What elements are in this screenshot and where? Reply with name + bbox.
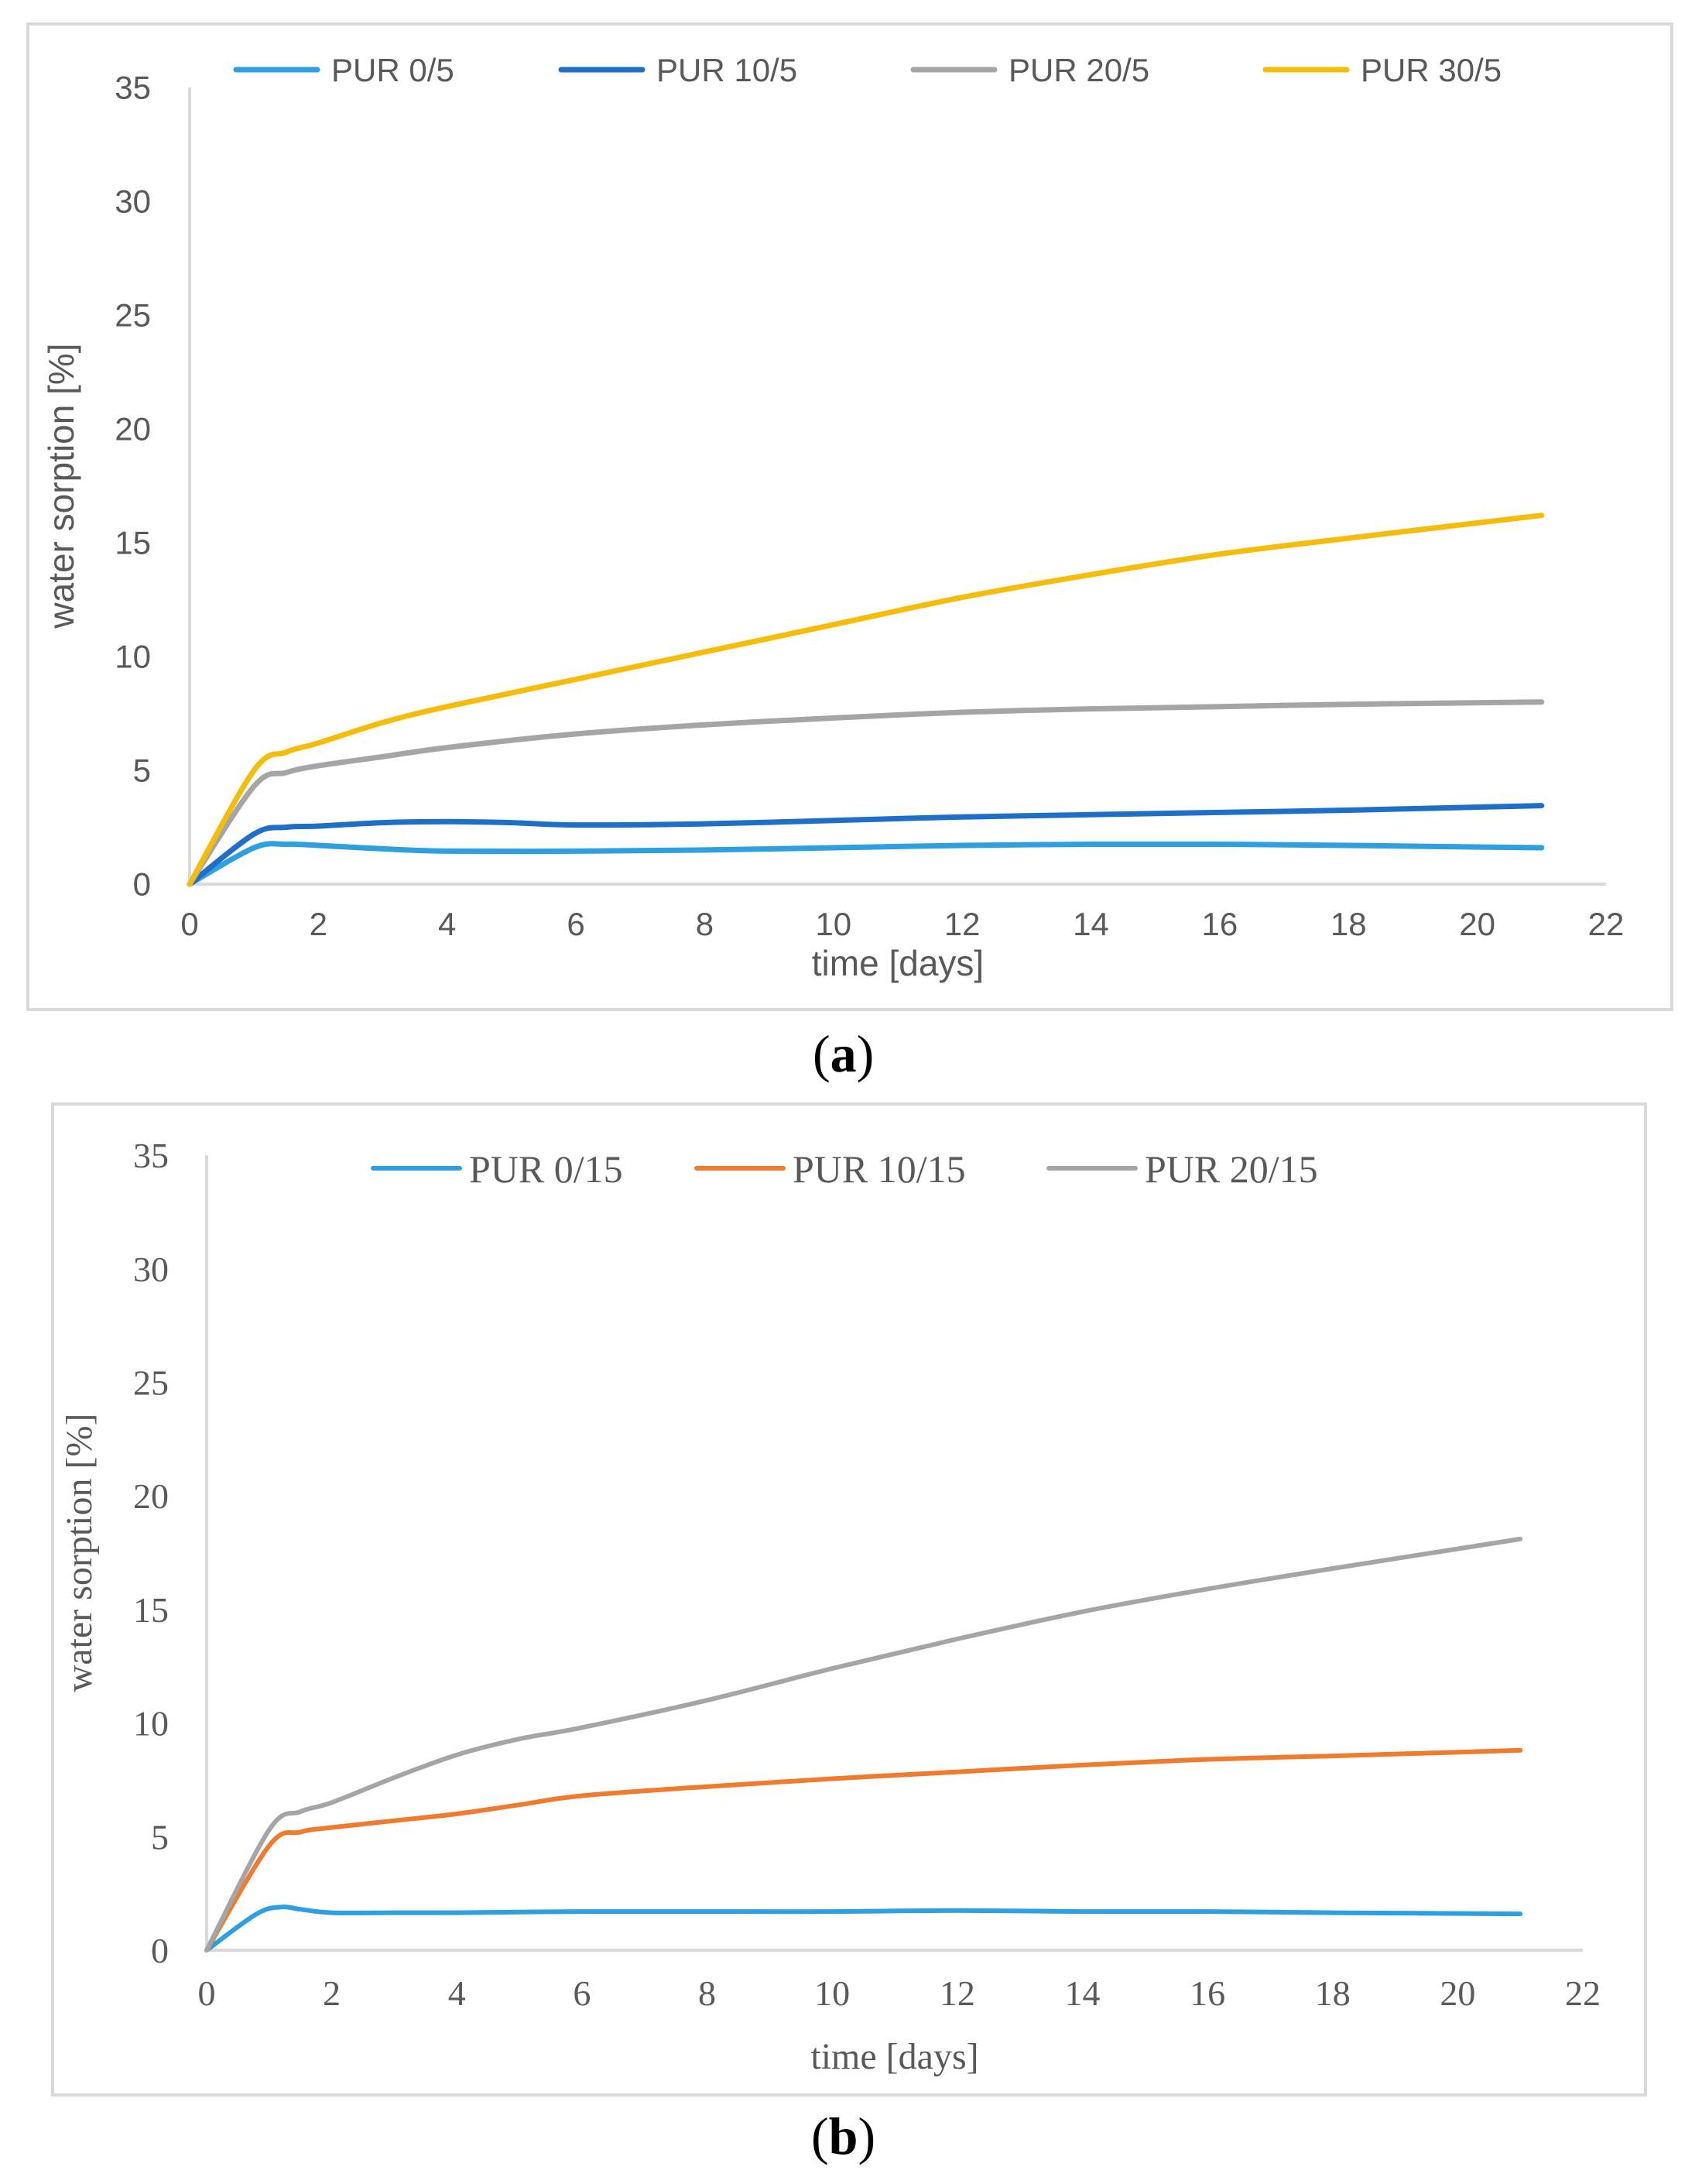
y-tick-label-b: 5 [151, 1817, 169, 1857]
caption-a-letter: a [830, 1024, 857, 1083]
x-tick-label-b: 14 [1064, 1973, 1100, 2013]
y-tick-label-a: 25 [115, 297, 151, 334]
caption-b: (b) [811, 2107, 876, 2165]
series-line-a-2 [187, 803, 1545, 887]
x-tick-label-b: 12 [940, 1973, 975, 2013]
y-axis-label-b: water sorption [%] [59, 1414, 100, 1692]
x-tick-label-a: 22 [1588, 906, 1625, 942]
x-tick-label-a: 4 [438, 906, 456, 942]
x-tick-label-b: 10 [814, 1973, 850, 2013]
x-tick-label-a: 2 [310, 906, 327, 942]
x-tick-label-b: 6 [573, 1973, 591, 2013]
x-tick-label-b: 4 [448, 1973, 466, 2013]
legend-label-a-4: PUR 30/5 [1361, 52, 1502, 88]
legend-label-b-1: PUR 0/15 [469, 1147, 623, 1191]
y-tick-label-b: 20 [133, 1476, 169, 1516]
y-tick-label-b: 0 [151, 1931, 169, 1970]
series-line-b-3 [204, 1536, 1523, 1953]
series-line-b-1 [204, 1905, 1523, 1953]
y-tick-label-b: 30 [133, 1250, 169, 1289]
y-tick-label-a: 0 [133, 866, 151, 903]
x-tick-label-b: 20 [1440, 1973, 1475, 2013]
x-tick-label-a: 16 [1202, 906, 1238, 942]
caption-b-letter: b [828, 2107, 858, 2165]
chart-panel-b [51, 1102, 1647, 2097]
x-tick-label-a: 0 [180, 906, 198, 942]
x-tick-label-b: 8 [698, 1973, 716, 2013]
y-tick-label-a: 30 [115, 183, 151, 220]
y-tick-label-a: 15 [115, 525, 151, 561]
y-tick-label-a: 35 [115, 70, 151, 106]
x-tick-label-a: 14 [1073, 906, 1109, 942]
y-tick-label-a: 10 [115, 639, 151, 675]
x-tick-label-a: 6 [567, 906, 584, 942]
y-axis-label-a: water sorption [%] [41, 343, 81, 629]
y-tick-label-b: 35 [133, 1136, 169, 1175]
x-axis-label-b: time [days] [810, 2036, 978, 2077]
y-tick-label-b: 25 [133, 1363, 169, 1403]
x-tick-label-b: 18 [1315, 1973, 1351, 2013]
x-tick-label-a: 20 [1459, 906, 1495, 942]
legend-label-a-1: PUR 0/5 [331, 52, 454, 88]
x-axis-label-a: time [days] [812, 943, 984, 983]
caption-a: (a) [813, 1024, 875, 1083]
x-tick-label-a: 10 [815, 906, 851, 942]
x-tick-label-a: 18 [1330, 906, 1367, 942]
legend-label-a-3: PUR 20/5 [1009, 52, 1149, 88]
series-line-b-2 [204, 1747, 1523, 1953]
x-tick-label-b: 22 [1565, 1973, 1601, 2013]
legend-label-b-2: PUR 10/15 [793, 1147, 966, 1191]
legend-label-a-2: PUR 10/5 [656, 52, 797, 88]
series-line-a-1 [187, 841, 1545, 887]
y-tick-label-a: 20 [115, 411, 151, 447]
y-tick-label-b: 10 [133, 1704, 169, 1743]
legend-label-b-3: PUR 20/15 [1145, 1147, 1318, 1191]
series-line-a-3 [187, 699, 1545, 887]
y-tick-label-b: 15 [133, 1590, 169, 1630]
x-tick-label-a: 12 [944, 906, 981, 942]
x-tick-label-a: 8 [696, 906, 714, 942]
y-tick-label-a: 5 [133, 753, 151, 789]
x-tick-label-b: 2 [323, 1973, 341, 2013]
x-tick-label-b: 0 [198, 1973, 216, 2013]
x-tick-label-b: 16 [1190, 1973, 1225, 2013]
chart-a: 0 5 10 15 20 25 30 35 0 2 4 6 8 10 12 14 16 18 20 22 time [d… [41, 52, 1625, 983]
series-line-a-4 [187, 513, 1545, 887]
